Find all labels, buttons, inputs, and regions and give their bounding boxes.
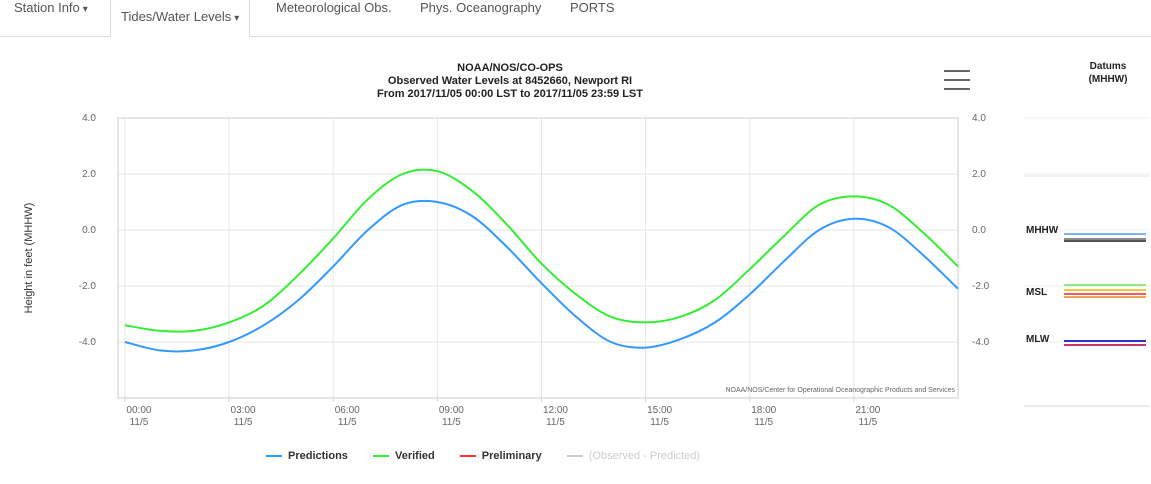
legend-item-verified[interactable]: Verified bbox=[372, 450, 435, 462]
x-tick-label-time: 12:00 bbox=[543, 405, 568, 416]
tab-label: Phys. Oceanography bbox=[420, 0, 542, 15]
x-tick-label-date: 11/5 bbox=[754, 417, 773, 428]
tab-meteorological-obs[interactable]: Meteorological Obs. bbox=[276, 0, 392, 24]
datums-title: Datums bbox=[1089, 61, 1127, 72]
y-tick-label-right: 4.0 bbox=[972, 113, 986, 124]
legend-swatch bbox=[372, 455, 389, 458]
y-tick-label: -2.0 bbox=[79, 281, 97, 292]
x-tick-label-time: 18:00 bbox=[751, 405, 776, 416]
datum-label-mhhw: MHHW bbox=[1026, 225, 1059, 236]
x-tick-label-date: 11/5 bbox=[338, 417, 357, 428]
y-tick-label: 4.0 bbox=[82, 113, 96, 124]
tab-label: PORTS bbox=[570, 0, 615, 15]
y-tick-label: -4.0 bbox=[79, 337, 97, 348]
x-tick-label-time: 06:00 bbox=[335, 405, 360, 416]
tab-ports[interactable]: PORTS bbox=[570, 0, 615, 24]
x-tick-label-date: 11/5 bbox=[234, 417, 253, 428]
legend-swatch bbox=[566, 455, 583, 458]
chart-subtitle: Observed Water Levels at 8452660, Newpor… bbox=[387, 75, 633, 87]
x-tick-label-time: 00:00 bbox=[126, 405, 151, 416]
datum-label-mlw: MLW bbox=[1026, 334, 1050, 345]
datum-line-mhhw-1 bbox=[1064, 233, 1146, 235]
plot-area-border bbox=[117, 117, 959, 399]
x-tick-label-date: 11/5 bbox=[130, 417, 149, 428]
datum-line-mhhw-2 bbox=[1064, 238, 1146, 240]
legend-item-observed-minus-predicted[interactable]: (Observed - Predicted) bbox=[566, 450, 701, 462]
x-tick-label-date: 11/5 bbox=[650, 417, 669, 428]
x-tick-label-time: 09:00 bbox=[439, 405, 464, 416]
legend-swatch bbox=[459, 455, 476, 458]
tab-label: Meteorological Obs. bbox=[276, 0, 392, 15]
tab-tides-water-levels[interactable]: Tides/Water Levels ▾ bbox=[110, 0, 251, 37]
legend-label: Predictions bbox=[288, 450, 348, 462]
legend-label: Preliminary bbox=[481, 450, 542, 462]
y-tick-label: 2.0 bbox=[82, 169, 96, 180]
datum-line-msl-2 bbox=[1064, 289, 1146, 291]
y-tick-label: 0.0 bbox=[82, 225, 96, 236]
y-tick-label-right: 2.0 bbox=[972, 169, 986, 180]
legend-item-preliminary[interactable]: Preliminary bbox=[459, 450, 542, 462]
x-tick-label-time: 15:00 bbox=[647, 405, 672, 416]
datum-line-mlw-2 bbox=[1064, 344, 1146, 346]
chart-date-range: From 2017/11/05 00:00 LST to 2017/11/05 … bbox=[377, 88, 643, 100]
datums-unit: (MHHW) bbox=[1088, 74, 1128, 85]
caret-down-icon: ▾ bbox=[234, 13, 240, 24]
chart-legend: Predictions Verified Preliminary (Observ… bbox=[266, 450, 722, 468]
datum-line-msl-4 bbox=[1064, 296, 1146, 298]
legend-label: (Observed - Predicted) bbox=[588, 450, 701, 462]
y-axis-label: Height in feet (MHHW) bbox=[23, 203, 35, 314]
datum-line-msl-3 bbox=[1064, 293, 1146, 295]
tab-label: Station Info bbox=[14, 0, 80, 15]
tab-label: Tides/Water Levels bbox=[121, 9, 232, 24]
chart-title: NOAA/NOS/CO-OPS bbox=[457, 62, 563, 74]
datum-line-mlw-1 bbox=[1064, 340, 1146, 342]
chart-credits: NOAA/NOS/Center for Operational Oceanogr… bbox=[725, 387, 955, 394]
legend-label: Verified bbox=[394, 450, 435, 462]
series-line-verified bbox=[124, 168, 959, 333]
series-line-predictions bbox=[124, 199, 959, 353]
x-tick-label-date: 11/5 bbox=[859, 417, 878, 428]
hamburger-menu-icon[interactable] bbox=[944, 68, 970, 94]
y-tick-label-right: 0.0 bbox=[972, 225, 986, 236]
datum-line-mhhw-3 bbox=[1064, 240, 1146, 242]
x-tick-label-time: 21:00 bbox=[855, 405, 880, 416]
y-tick-label-right: -4.0 bbox=[972, 337, 990, 348]
nav-tabs: Station Info ▾ Tides/Water Levels ▾ Meteor… bbox=[0, 0, 1151, 37]
datum-line-msl-1 bbox=[1064, 284, 1146, 286]
x-tick-label-date: 11/5 bbox=[442, 417, 461, 428]
x-tick-label-date: 11/5 bbox=[546, 417, 565, 428]
legend-item-predictions[interactable]: Predictions bbox=[266, 450, 348, 462]
datum-label-msl: MSL bbox=[1026, 287, 1048, 298]
caret-down-icon: ▾ bbox=[82, 4, 88, 15]
tab-station-info[interactable]: Station Info ▾ bbox=[14, 0, 88, 24]
tab-phys-oceanography[interactable]: Phys. Oceanography bbox=[420, 0, 541, 24]
y-tick-label-right: -2.0 bbox=[972, 281, 990, 292]
legend-swatch bbox=[266, 455, 282, 458]
x-tick-label-time: 03:00 bbox=[231, 405, 256, 416]
